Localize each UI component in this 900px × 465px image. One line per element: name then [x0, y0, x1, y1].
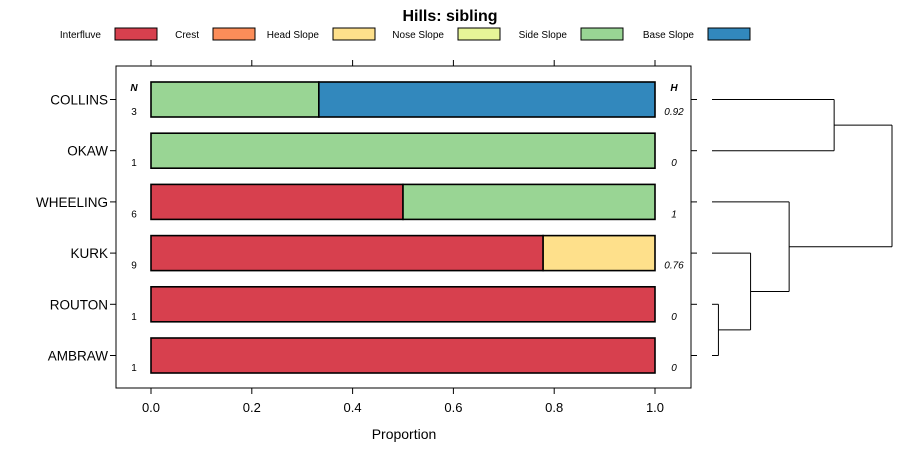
x-tick-label-4: 0.8: [545, 400, 563, 415]
n-value-kurk: 9: [131, 261, 137, 272]
row-label-okaw: OKAW: [67, 144, 108, 159]
legend-swatch-3: [332, 27, 376, 41]
legend-label-5: Side Slope: [519, 30, 568, 41]
legend: Interfluve Crest Head Slope Nose Slope Side …: [60, 27, 751, 41]
x-axis-label: Proportion: [372, 426, 437, 442]
h-value-kurk: 0.76: [664, 261, 684, 272]
bar-segment-ambraw-interfluve: [150, 337, 656, 374]
x-axis: 0.0 0.2 0.4 0.6 0.8 1.0: [142, 60, 664, 415]
x-tick-label-3: 0.6: [444, 400, 462, 415]
chart-title: Hills: sibling: [402, 8, 497, 25]
h-value-routon: 0: [671, 312, 677, 323]
x-tick-label-2: 0.4: [344, 400, 362, 415]
legend-swatch-1: [114, 27, 158, 41]
bar-segment-collins-base-slope: [318, 81, 656, 118]
n-column-header: N: [130, 83, 138, 94]
h-value-collins: 0.92: [664, 107, 684, 118]
plot-frame: [115, 65, 692, 389]
dendrogram: [712, 99, 893, 356]
bar-segment-wheeling-side-slope: [402, 183, 656, 221]
bar-segment-wheeling-interfluve: [150, 183, 404, 221]
n-value-collins: 3: [131, 107, 137, 118]
n-value-wheeling: 6: [131, 209, 137, 220]
n-value-okaw: 1: [131, 158, 137, 169]
row-label-wheeling: WHEELING: [36, 195, 108, 210]
legend-label-6: Base Slope: [643, 30, 695, 41]
legend-label-3: Head Slope: [267, 30, 320, 41]
row-label-ambraw: AMBRAW: [48, 349, 109, 364]
h-column-header: H: [670, 83, 678, 94]
h-value-ambraw: 0: [671, 363, 677, 374]
n-value-ambraw: 1: [131, 363, 137, 374]
legend-label-1: Interfluve: [60, 30, 102, 41]
n-value-routon: 1: [131, 312, 137, 323]
h-value-wheeling: 1: [671, 209, 677, 220]
row-label-collins: COLLINS: [50, 93, 108, 108]
legend-swatch-5: [580, 27, 624, 41]
bar-rows: COLLINS 3 0.92 OKAW 1 0 WHEELING 6 1 KURK 9 0.76 ROU…: [36, 81, 697, 374]
legend-label-2: Crest: [175, 30, 199, 41]
bar-segment-collins-side-slope: [150, 81, 320, 118]
x-tick-label-1: 0.2: [243, 400, 261, 415]
x-tick-label-0: 0.0: [142, 400, 160, 415]
row-label-routon: ROUTON: [50, 297, 108, 312]
legend-label-4: Nose Slope: [392, 30, 444, 41]
bar-segment-routon-interfluve: [150, 285, 656, 323]
h-value-okaw: 0: [671, 158, 677, 169]
legend-swatch-2: [212, 27, 256, 41]
x-tick-label-5: 1.0: [646, 400, 664, 415]
bar-segment-kurk-interfluve: [150, 234, 544, 272]
bar-segment-kurk-head-slope: [542, 234, 656, 272]
bar-segment-okaw-side-slope: [150, 132, 656, 169]
row-label-kurk: KURK: [70, 246, 108, 261]
legend-swatch-4: [457, 27, 501, 41]
legend-swatch-6: [707, 27, 751, 41]
